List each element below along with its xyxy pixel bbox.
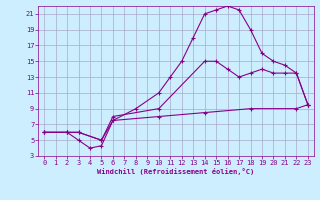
- X-axis label: Windchill (Refroidissement éolien,°C): Windchill (Refroidissement éolien,°C): [97, 168, 255, 175]
